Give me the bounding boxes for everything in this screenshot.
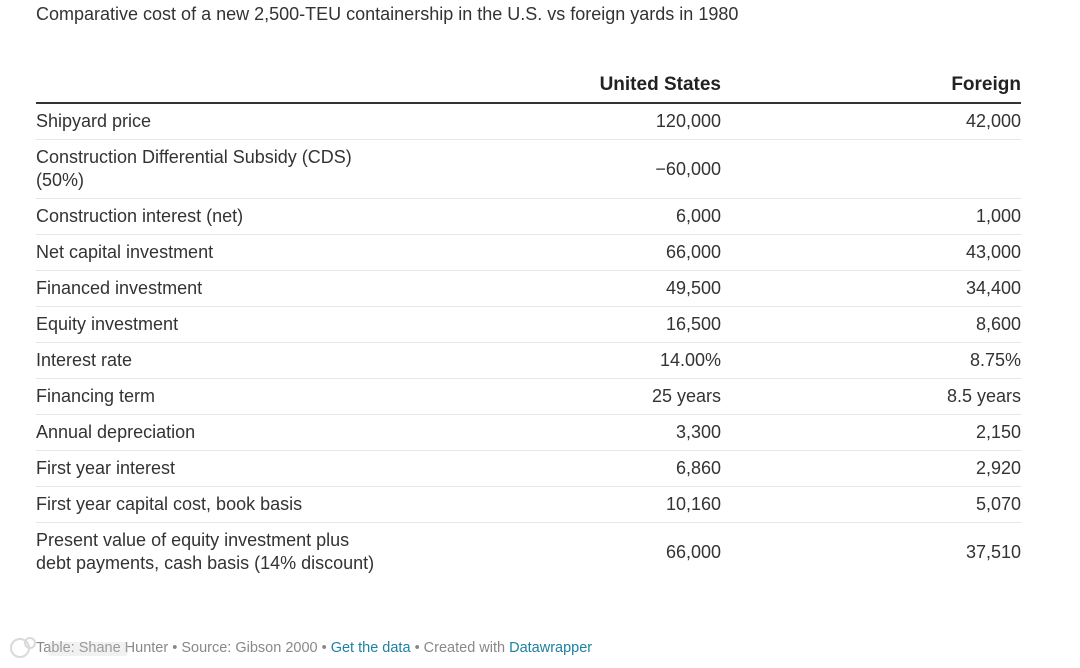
footer-separator: • — [414, 640, 420, 656]
table-body: Shipyard price 120,000 42,000 Construction … — [36, 103, 1021, 581]
row-label: Shipyard price — [36, 103, 386, 140]
footer: Table: Shane Hunter • Source: Gibson 200… — [36, 640, 592, 656]
table-row: Net capital investment 66,000 43,000 — [36, 234, 1021, 271]
row-label: Equity investment — [36, 306, 386, 343]
cell-united-states: 25 years — [386, 378, 721, 415]
table-row: Annual depreciation 3,300 2,150 — [36, 414, 1021, 451]
cell-foreign: 8.75% — [721, 342, 1021, 379]
cell-foreign: 37,510 — [965, 541, 1021, 562]
row-label: Construction Differential Subsidy (CDS) … — [36, 139, 386, 199]
cell-foreign: 8,600 — [721, 306, 1021, 343]
footer-separator: • — [172, 640, 178, 656]
cell-united-states: 66,000 — [386, 234, 721, 271]
row-label: First year interest — [36, 450, 386, 487]
data-table: United States Foreign Shipyard price 120,… — [36, 58, 1021, 581]
footer-created-with: Created with — [423, 640, 506, 656]
row-label: Net capital investment — [36, 234, 386, 271]
table-row: Financed investment 49,500 34,400 — [36, 270, 1021, 307]
row-label: First year capital cost, book basis — [36, 486, 386, 523]
footer-source: Source: Gibson 2000 — [181, 640, 318, 656]
table-row: Present value of equity investment plus … — [36, 523, 1021, 582]
table-row: Construction Differential Subsidy (CDS) … — [36, 139, 1021, 199]
cell-united-states: −60,000 — [386, 139, 721, 199]
table-row: Shipyard price 120,000 42,000 — [36, 103, 1021, 140]
cell-foreign: 5,070 — [721, 486, 1021, 523]
datawrapper-link[interactable]: Datawrapper — [509, 640, 593, 656]
row-label: Financing term — [36, 378, 386, 415]
table-row: First year interest 6,860 2,920 — [36, 450, 1021, 487]
row-label: Interest rate — [36, 342, 386, 379]
cell-united-states: 6,860 — [386, 450, 721, 487]
cell-united-states: 10,160 — [386, 486, 721, 523]
column-header-label — [36, 58, 386, 104]
cell-foreign: 42,000 — [721, 103, 1021, 140]
cell-foreign: 1,000 — [721, 198, 1021, 235]
cell-foreign: 34,400 — [721, 270, 1021, 307]
cell-foreign: 2,150 — [721, 414, 1021, 451]
table-row: Interest rate 14.00% 8.75% — [36, 342, 1021, 379]
footer-separator: • — [321, 640, 327, 656]
row-label: Construction interest (net) — [36, 198, 386, 235]
column-header-foreign[interactable]: Foreign — [721, 58, 1021, 104]
watermark-logo-icon — [10, 637, 128, 658]
cell-foreign — [721, 139, 1021, 199]
cell-foreign: 43,000 — [721, 234, 1021, 271]
row-label: Financed investment — [36, 270, 386, 307]
table-title: Comparative cost of a new 2,500-TEU cont… — [36, 4, 739, 24]
cell-united-states: 6,000 — [386, 198, 721, 235]
get-the-data-link[interactable]: Get the data — [330, 640, 411, 656]
cell-united-states: 14.00% — [386, 342, 721, 379]
cell-united-states: 16,500 — [386, 306, 721, 343]
header-row: United States Foreign — [36, 58, 1021, 104]
row-label: Present value of equity investment plus … — [36, 530, 375, 573]
column-header-united-states[interactable]: United States — [386, 58, 721, 104]
footer-table-by: Table: Shane Hunter — [36, 640, 169, 656]
cell-foreign: 2,920 — [721, 450, 1021, 487]
table-row: Financing term 25 years 8.5 years — [36, 378, 1021, 415]
cell-united-states: 120,000 — [386, 103, 721, 140]
cell-united-states: 49,500 — [386, 270, 721, 307]
row-label: Annual depreciation — [36, 414, 386, 451]
cell-united-states: 3,300 — [386, 414, 721, 451]
table-row: Construction interest (net) 6,000 1,000 — [36, 198, 1021, 235]
table-row: First year capital cost, book basis 10,16… — [36, 486, 1021, 523]
table-row: Equity investment 16,500 8,600 — [36, 306, 1021, 343]
cell-foreign: 8.5 years — [721, 378, 1021, 415]
cell-united-states: 66,000 — [665, 541, 721, 562]
